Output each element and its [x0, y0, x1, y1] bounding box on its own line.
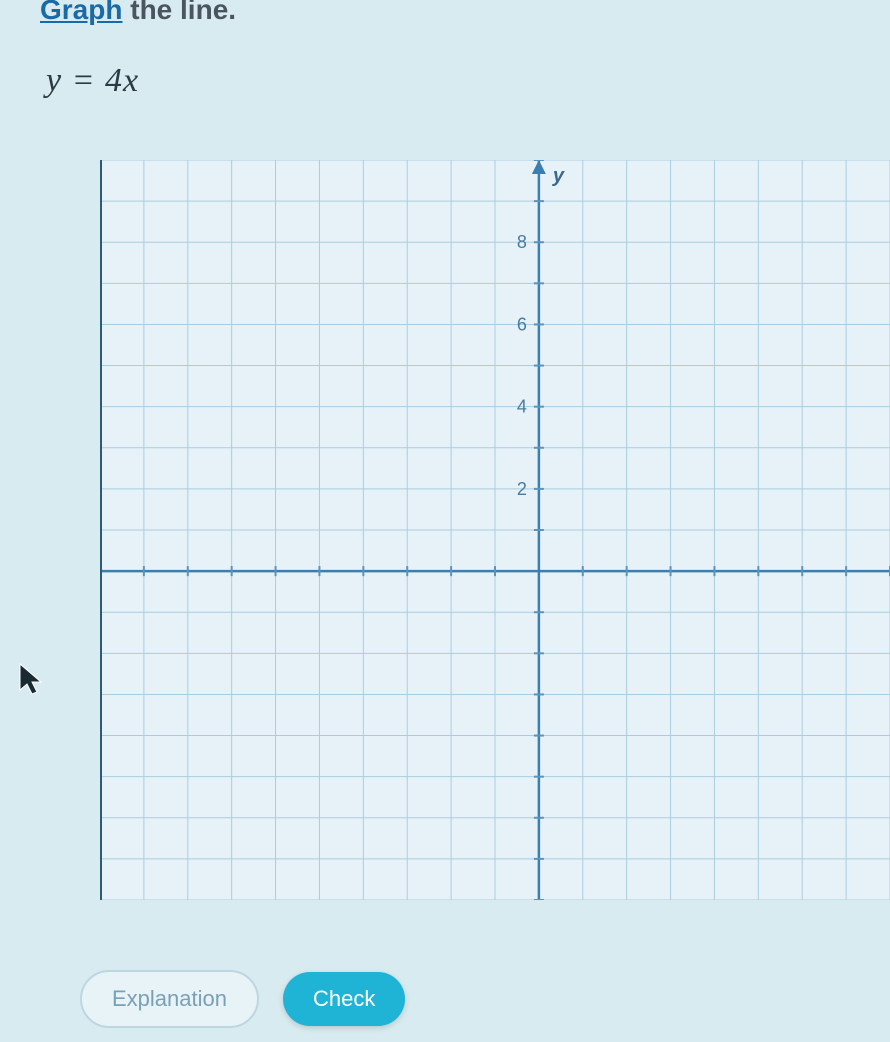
instruction-text: Graph the line.: [40, 0, 860, 26]
check-button[interactable]: Check: [283, 972, 405, 1026]
coordinate-grid[interactable]: 2 4 6 8 y: [100, 160, 890, 900]
instruction-rest: the line.: [122, 0, 236, 25]
explanation-button[interactable]: Explanation: [80, 970, 259, 1028]
instruction-link[interactable]: Graph: [40, 0, 122, 25]
equation-text: y = 4x: [46, 62, 860, 100]
svg-text:y: y: [552, 165, 565, 187]
button-row: Explanation Check: [80, 970, 405, 1028]
svg-text:4: 4: [517, 397, 527, 417]
svg-text:6: 6: [517, 314, 527, 334]
graph-area[interactable]: 2 4 6 8 y: [100, 160, 860, 900]
svg-text:8: 8: [517, 232, 527, 252]
svg-text:2: 2: [517, 479, 527, 499]
